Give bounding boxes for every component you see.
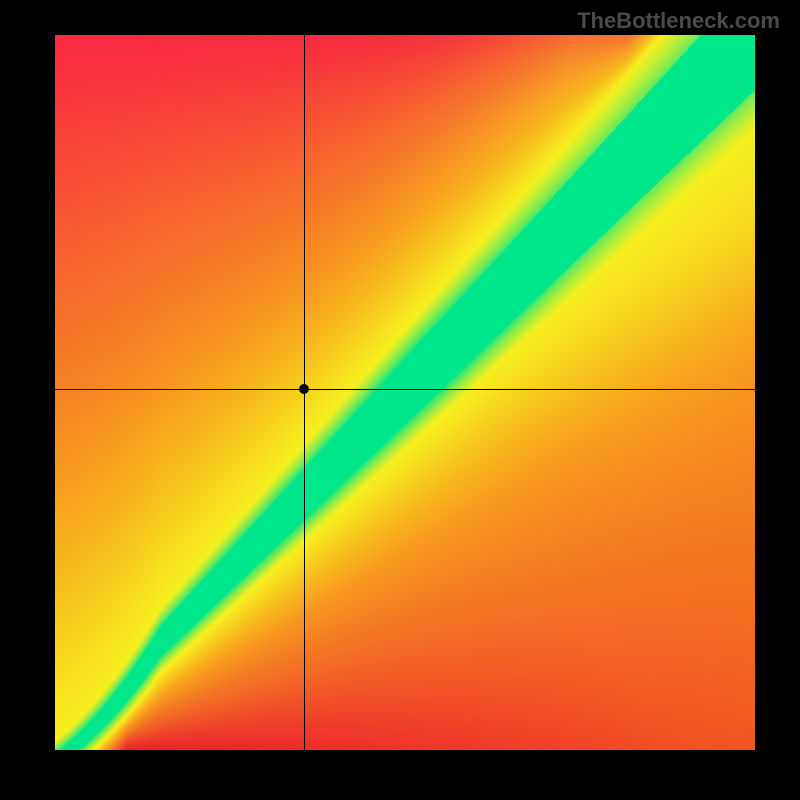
chart-container: TheBottleneck.com: [0, 0, 800, 800]
watermark-text: TheBottleneck.com: [577, 8, 780, 34]
data-point-marker: [299, 384, 309, 394]
plot-area: [55, 35, 755, 750]
heatmap-canvas: [55, 35, 755, 750]
crosshair-horizontal: [55, 389, 755, 390]
